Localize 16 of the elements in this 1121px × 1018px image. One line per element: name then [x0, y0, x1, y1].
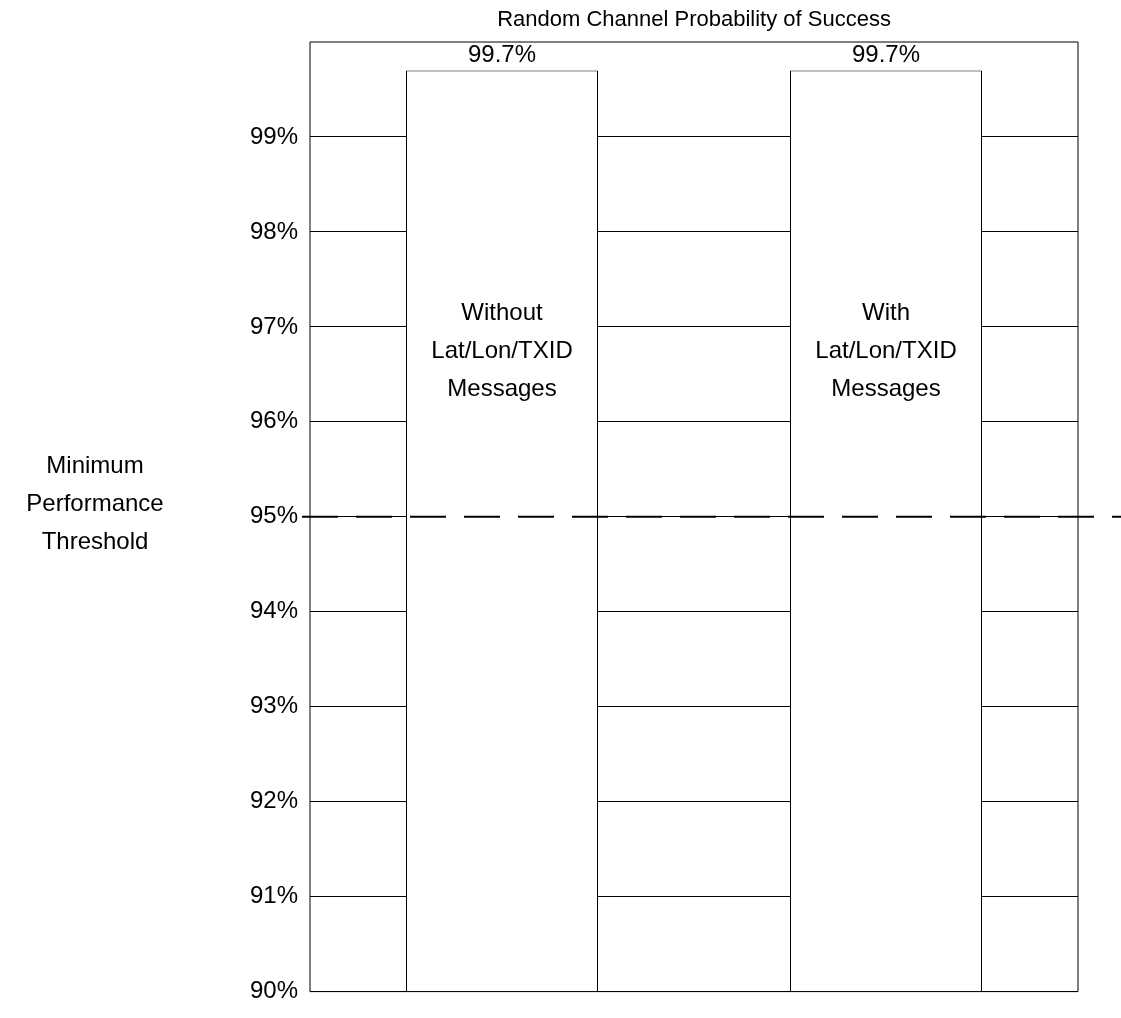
y-tick-label: 96%	[249, 406, 298, 434]
y-tick-label: 91%	[249, 881, 298, 909]
ref-line-label: Minimum Performance Threshold	[26, 451, 164, 555]
y-tick-label: 99%	[249, 121, 298, 149]
y-tick-label: 93%	[249, 691, 298, 719]
x-tick-label: With Lat/Lon/TXID Messages	[815, 297, 957, 401]
y-tick-label: 92%	[249, 786, 298, 814]
y-tick-label: 95%	[249, 501, 298, 529]
y-tick-label: 94%	[249, 596, 298, 624]
y-tick-label: 90%	[249, 976, 298, 1004]
y-tick-label: 98%	[249, 216, 298, 244]
x-tick-label: Without Lat/Lon/TXID Messages	[431, 297, 573, 401]
data-label: 99.7%	[467, 40, 537, 68]
data-label: 99.7%	[851, 40, 921, 68]
y-tick-label: 97%	[249, 311, 298, 339]
chart-title: Random Channel Probability of Success	[497, 6, 891, 32]
